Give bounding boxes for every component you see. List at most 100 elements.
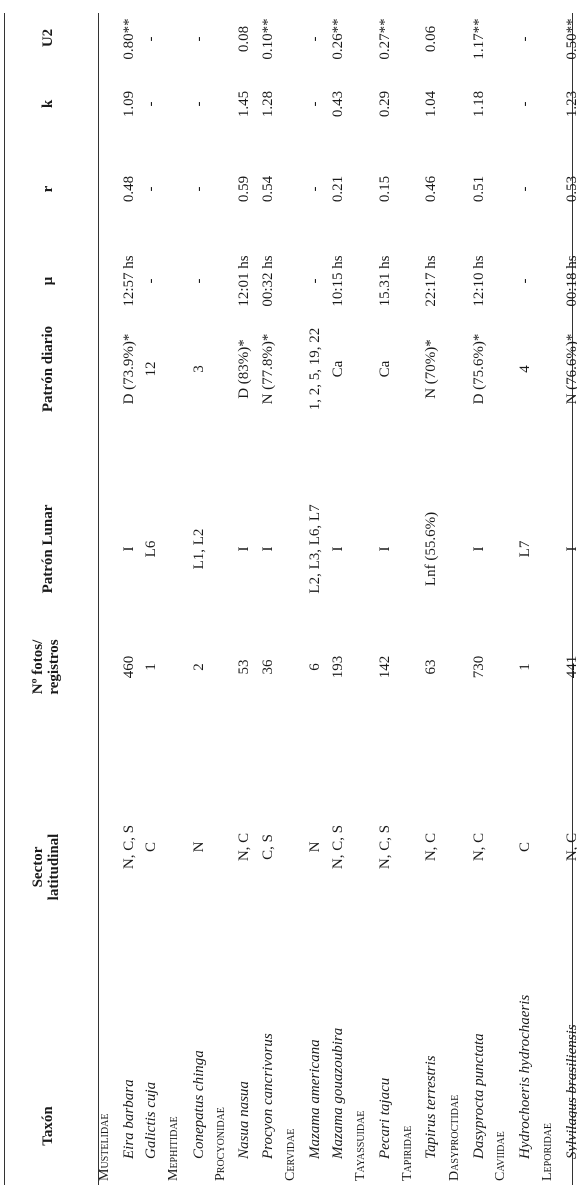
cell-sector: N, C <box>423 832 439 862</box>
family-label: Mustelidae <box>97 1113 112 1181</box>
taxon-name: Nasua nasua <box>236 1081 252 1159</box>
cell-lunar: I <box>121 546 137 552</box>
cell-diario: N (76.6%)* <box>564 333 577 405</box>
cell-u2: 1.17** <box>471 18 487 60</box>
cell-mu: - <box>143 278 159 284</box>
cell-u2: 0.08 <box>236 25 252 53</box>
cell-sector: C, S <box>260 834 276 860</box>
cell-mu: 12:01 hs <box>236 255 252 307</box>
cell-fotos: 460 <box>121 655 137 679</box>
family-label: Dasyproctidae <box>447 1094 462 1181</box>
cell-mu: 00:18 hs <box>564 255 577 307</box>
cell-k: - <box>143 101 159 107</box>
cell-r: 0.48 <box>121 175 137 203</box>
cell-u2: 0.06 <box>423 25 439 53</box>
cell-lunar: L6 <box>143 540 159 558</box>
taxon-name: Tapirus terrestris <box>423 1055 439 1159</box>
cell-diario: D (83%)* <box>236 339 252 399</box>
cell-fotos: 6 <box>307 663 323 671</box>
cell-diario: 3 <box>191 365 207 373</box>
family-label: Tapiridae <box>400 1125 415 1181</box>
cell-sector: N, C, S <box>121 824 137 870</box>
cell-k: 1.28 <box>260 90 276 118</box>
cell-u2: - <box>143 36 159 42</box>
cell-fotos: 1 <box>143 663 159 671</box>
taxon-name: Dasyprocta punctata <box>471 1033 487 1159</box>
cell-r: 0.53 <box>564 175 577 203</box>
cell-k: - <box>191 101 207 107</box>
cell-fotos: 63 <box>423 659 439 675</box>
family-label: Caviidae <box>493 1131 508 1181</box>
cell-lunar: I <box>236 546 252 552</box>
cell-k: - <box>307 101 323 107</box>
table-top-rule <box>4 13 5 1185</box>
cell-mu: 00:32 hs <box>260 255 276 307</box>
cell-k: 1.18 <box>471 90 487 118</box>
header-k: k <box>40 99 56 109</box>
taxon-name: Hydrochoeris hydrochaeris <box>517 994 533 1159</box>
cell-r: - <box>307 186 323 192</box>
table-header-rule <box>98 13 99 1185</box>
cell-diario: D (75.6%)* <box>471 333 487 405</box>
cell-sector: N <box>191 841 207 853</box>
cell-sector: C <box>517 841 533 853</box>
cell-fotos: 142 <box>377 655 393 679</box>
cell-lunar: I <box>471 546 487 552</box>
cell-lunar: Lnf (55.6%) <box>423 511 439 587</box>
cell-r: - <box>191 186 207 192</box>
cell-r: 0.59 <box>236 175 252 203</box>
cell-mu: 12:57 hs <box>121 255 137 307</box>
cell-lunar: L1, L2 <box>191 528 207 570</box>
cell-k: 0.43 <box>330 90 346 118</box>
cell-lunar: L7 <box>517 540 533 558</box>
cell-diario: 1, 2, 5, 19, 22 <box>307 327 323 411</box>
cell-lunar: I <box>564 547 577 552</box>
taxon-name: Procyon cancrivorus <box>260 1033 276 1159</box>
taxon-name: Pecari tajacu <box>377 1077 393 1159</box>
header-r: r <box>40 185 56 193</box>
cell-lunar: I <box>377 546 393 552</box>
cell-fotos: 730 <box>471 655 487 679</box>
cell-k: 0.29 <box>377 90 393 118</box>
cell-sector: N, C <box>564 833 577 862</box>
cell-r: 0.51 <box>471 175 487 203</box>
cell-u2: 0.26** <box>330 18 346 60</box>
cell-sector: N, C, S <box>330 824 346 870</box>
cell-diario: Ca <box>330 360 346 378</box>
taxon-name: Eira barbara <box>121 1079 137 1159</box>
cell-u2: 0.10** <box>260 18 276 60</box>
cell-diario: N (70%)* <box>423 339 439 399</box>
cell-sector: C <box>143 841 159 853</box>
cell-u2: 0.27** <box>377 18 393 60</box>
cell-fotos: 53 <box>236 659 252 675</box>
taxon-name: Galictis cuja <box>143 1081 159 1159</box>
cell-k: 1.45 <box>236 90 252 118</box>
cell-diario: D (73.9%)* <box>121 333 137 405</box>
cell-u2: 0.80** <box>121 18 137 60</box>
cell-r: - <box>517 186 533 192</box>
cell-r: 0.15 <box>377 175 393 203</box>
cell-lunar: I <box>330 546 346 552</box>
cell-diario: Ca <box>377 360 393 378</box>
cell-mu: 15.31 hs <box>377 255 393 307</box>
cell-r: - <box>143 186 159 192</box>
cell-mu: - <box>191 278 207 284</box>
header-taxon: Taxón <box>40 1106 56 1146</box>
cell-sector: N, C, S <box>377 824 393 870</box>
family-label: Mephitidae <box>166 1116 181 1181</box>
header-u2: U2 <box>40 28 56 48</box>
cell-fotos: 36 <box>260 659 276 675</box>
cell-mu: - <box>517 278 533 284</box>
taxon-name: Mazama americana <box>307 1039 323 1159</box>
cell-k: 1.09 <box>121 90 137 118</box>
family-label: Leporidae <box>540 1123 555 1181</box>
cell-mu: 22:17 hs <box>423 255 439 307</box>
cell-k: 1.04 <box>423 90 439 118</box>
family-label: Cervidae <box>283 1128 298 1181</box>
cell-lunar: I <box>260 546 276 552</box>
cell-u2: - <box>191 36 207 42</box>
cell-r: 0.46 <box>423 175 439 203</box>
cell-u2: - <box>517 36 533 42</box>
cell-sector: N <box>307 841 323 853</box>
